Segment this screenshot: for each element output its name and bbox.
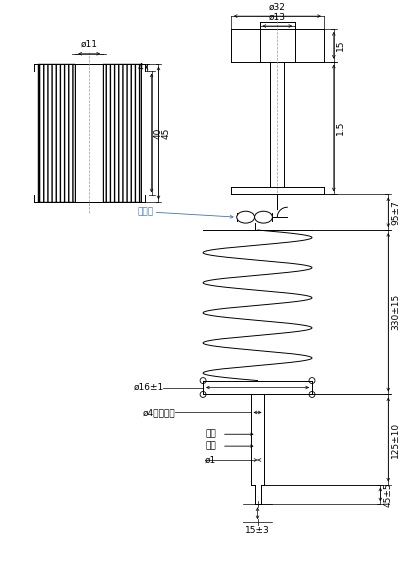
Text: ø4（黑色）: ø4（黑色） xyxy=(143,408,175,417)
Text: 45: 45 xyxy=(161,127,171,138)
Text: 40: 40 xyxy=(153,127,163,138)
Text: ø1: ø1 xyxy=(205,456,216,464)
Text: 1.5: 1.5 xyxy=(336,121,345,135)
Text: ø13: ø13 xyxy=(269,13,286,22)
Bar xyxy=(103,64,141,202)
Text: 4: 4 xyxy=(138,62,144,72)
Text: 125±10: 125±10 xyxy=(391,422,400,457)
Text: ø32: ø32 xyxy=(269,3,286,12)
Text: 黑色: 黑色 xyxy=(205,442,216,451)
Text: 330±15: 330±15 xyxy=(391,294,400,331)
Text: 护线圈: 护线圈 xyxy=(137,208,153,217)
Text: ø11: ø11 xyxy=(81,40,98,49)
Ellipse shape xyxy=(255,211,272,223)
Text: 红色: 红色 xyxy=(205,430,216,439)
Bar xyxy=(38,64,75,202)
Text: 95±7: 95±7 xyxy=(391,200,400,225)
Text: 45±5: 45±5 xyxy=(383,482,392,507)
Text: 15: 15 xyxy=(336,40,345,51)
Text: ø16±1: ø16±1 xyxy=(133,383,163,392)
Text: 15±3: 15±3 xyxy=(245,526,270,535)
Ellipse shape xyxy=(237,211,255,223)
